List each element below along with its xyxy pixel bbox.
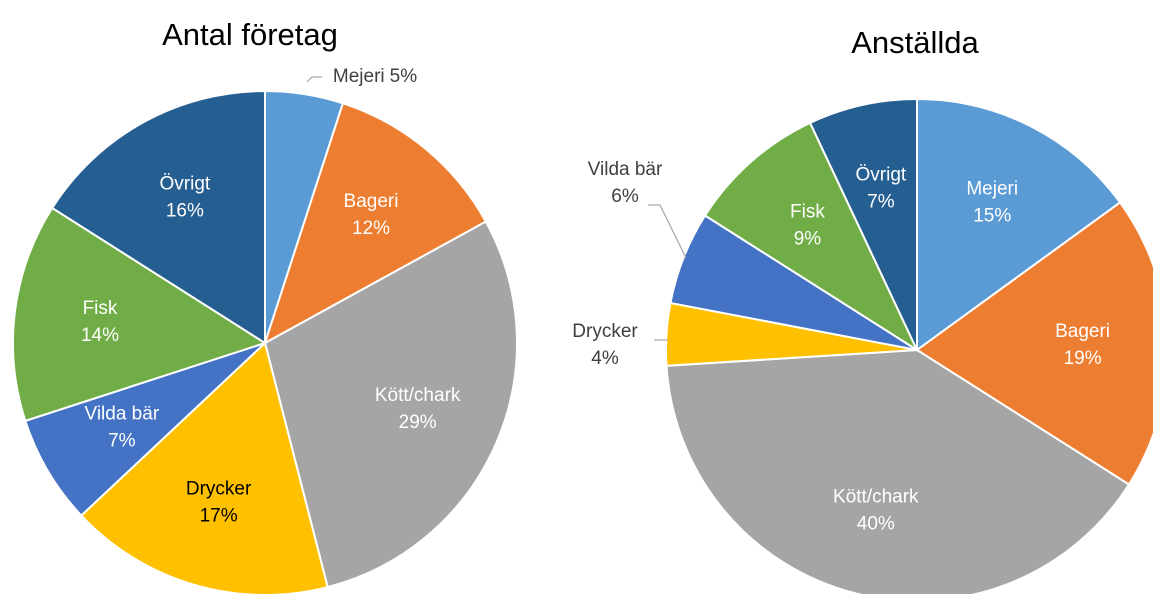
label-value: 9% bbox=[794, 229, 822, 250]
label-category: Bageri bbox=[344, 191, 399, 212]
label-category: Övrigt bbox=[856, 164, 907, 185]
label-category: Bageri bbox=[1055, 321, 1110, 342]
data-label: Övrigt 7% bbox=[856, 164, 907, 212]
label-category: Vilda bär bbox=[588, 159, 663, 180]
label-value: 40% bbox=[857, 513, 895, 534]
pie-slice bbox=[12, 206, 268, 423]
label-value: 6% bbox=[611, 186, 639, 207]
label-value: 17% bbox=[200, 506, 238, 527]
leader-line bbox=[648, 204, 687, 259]
label-category: Fisk bbox=[790, 202, 825, 223]
pie-slice bbox=[665, 348, 1131, 594]
label-category: Fisk bbox=[83, 298, 118, 319]
pie-slice bbox=[915, 201, 1153, 486]
label-value: 19% bbox=[1064, 348, 1102, 369]
data-label: Mejeri 5% bbox=[333, 66, 417, 87]
data-label: Kött/chark 40% bbox=[833, 486, 919, 534]
pie-slice bbox=[24, 342, 266, 517]
label-value: 16% bbox=[166, 200, 204, 221]
leader-line bbox=[306, 76, 322, 83]
data-label: Drycker 17% bbox=[186, 479, 252, 527]
label-value: 7% bbox=[867, 191, 895, 212]
label-value: 29% bbox=[399, 412, 437, 433]
data-label: Övrigt 16% bbox=[160, 173, 211, 221]
data-label: Fisk 9% bbox=[790, 202, 825, 250]
data-label: Vilda bär 6% bbox=[588, 159, 663, 207]
label-value: 5% bbox=[390, 66, 418, 87]
label-category: Drycker bbox=[572, 321, 638, 342]
data-label: Mejeri 15% bbox=[966, 178, 1018, 226]
label-value: 12% bbox=[352, 218, 390, 239]
pie-slice bbox=[50, 89, 266, 345]
label-value: 4% bbox=[591, 348, 619, 369]
data-label: Kött/chark 29% bbox=[375, 385, 461, 433]
pie-slice bbox=[703, 121, 920, 353]
pie-slice bbox=[808, 97, 918, 351]
data-label: Vilda bär 7% bbox=[85, 404, 160, 452]
pie-slice bbox=[263, 102, 488, 346]
pie-slice bbox=[79, 341, 329, 594]
label-value: 15% bbox=[973, 205, 1011, 226]
label-category: Kött/chark bbox=[833, 486, 919, 507]
data-label: Bageri 19% bbox=[1055, 321, 1110, 369]
chart-title: Anställda bbox=[851, 25, 979, 60]
label-category: Mejeri bbox=[966, 178, 1018, 199]
label-value: 7% bbox=[108, 431, 136, 452]
label-category: Kött/chark bbox=[375, 385, 461, 406]
data-label: Drycker 4% bbox=[572, 321, 638, 369]
label-category: Mejeri bbox=[333, 66, 385, 87]
pie-slice bbox=[263, 220, 518, 589]
data-label: Bageri 12% bbox=[344, 191, 399, 239]
label-category: Övrigt bbox=[160, 173, 211, 194]
label-value: 14% bbox=[81, 325, 119, 346]
label-category: Vilda bär bbox=[85, 404, 160, 425]
label-category: Drycker bbox=[186, 479, 252, 500]
data-label: Fisk 14% bbox=[81, 298, 119, 346]
pie-slice bbox=[916, 97, 1122, 352]
chart-title: Antal företag bbox=[162, 17, 338, 52]
